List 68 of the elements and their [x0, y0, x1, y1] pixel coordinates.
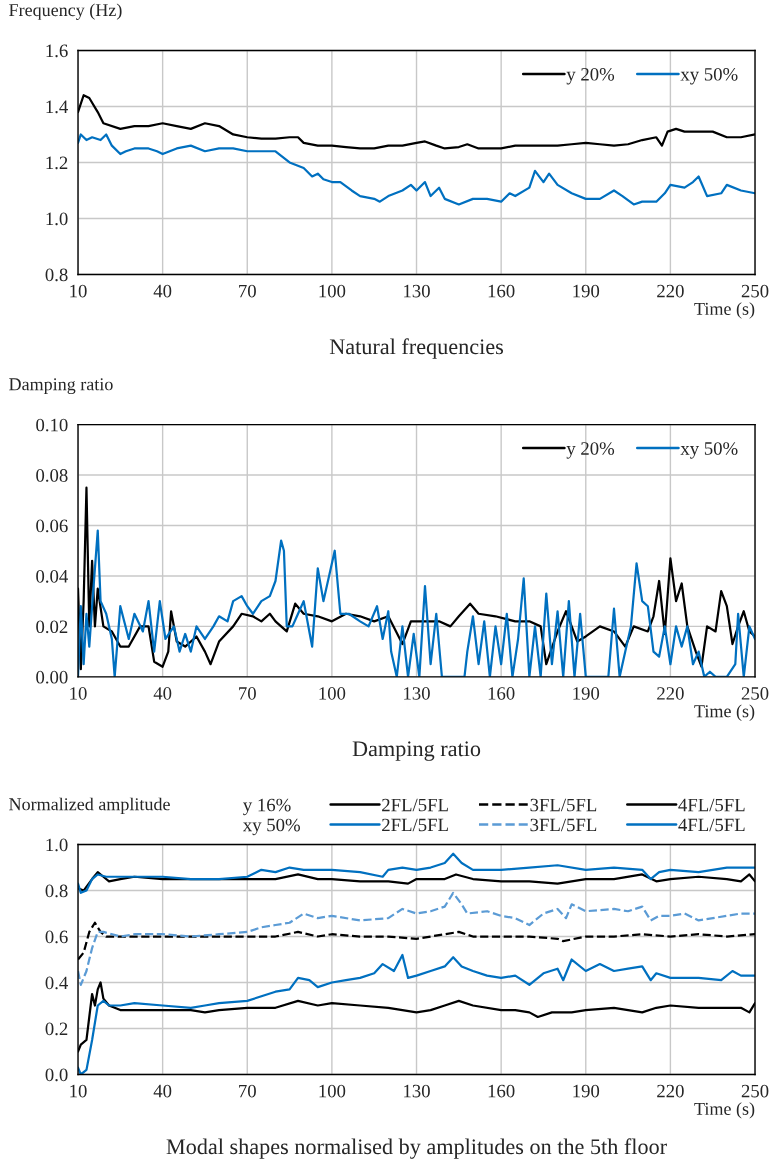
legend-label: y 20% — [566, 67, 615, 85]
y-tick-label: 0.10 — [36, 418, 68, 432]
legend-label: y 20% — [566, 442, 615, 459]
y-tick-label: 1.6 — [46, 44, 68, 58]
x-tick-label: 190 — [573, 1084, 600, 1098]
x-tick-label: 10 — [70, 284, 87, 298]
x-tick-label: 130 — [404, 687, 430, 700]
y-tick-label: 1.0 — [46, 212, 68, 226]
y-axis-title: Frequency (Hz) — [9, 3, 122, 20]
legend-label: 3FL/5FL — [530, 818, 597, 832]
text: Natural frequencies — [329, 338, 504, 359]
x-tick-label: 70 — [239, 1084, 256, 1098]
x-tick-label: 160 — [488, 1084, 515, 1098]
text: y 16% — [243, 798, 291, 816]
y-tick-label: 0.4 — [45, 976, 68, 990]
legend-label: xy 50% — [680, 442, 738, 459]
x-tick-label: 100 — [319, 284, 346, 298]
x-tick-label: 40 — [153, 687, 172, 700]
legend-label: 2FL/5FL — [382, 798, 448, 812]
y-tick-label: 1.2 — [46, 156, 68, 170]
x-tick-label: 190 — [573, 284, 600, 298]
x-tick-label: 190 — [573, 687, 600, 700]
x-tick-label: 40 — [153, 1084, 172, 1098]
legend-label: 2FL/5FL — [382, 818, 448, 832]
x-tick-label: 220 — [657, 284, 684, 298]
x-tick-label: 220 — [657, 687, 684, 700]
x-tick-label: 10 — [70, 1084, 87, 1098]
legend-label: 4FL/5FL — [678, 818, 745, 832]
legend-label: xy 50% — [680, 67, 738, 85]
y-tick-label: 0.08 — [36, 469, 68, 482]
x-axis-title: Time (s) — [694, 704, 755, 721]
y-tick-label: 0.06 — [36, 519, 68, 533]
x-tick-label: 160 — [488, 284, 515, 298]
y-tick-label: 0.8 — [45, 268, 68, 282]
y-tick-label: 0.6 — [45, 930, 68, 944]
y-tick-label: 0.8 — [45, 884, 68, 898]
y-tick-label: 0.0 — [45, 1068, 68, 1082]
line-series — [78, 852, 756, 894]
y-axis-title: Damping ratio — [9, 378, 113, 395]
x-tick-label: 130 — [404, 1084, 430, 1098]
x-tick-label: 250 — [741, 687, 769, 700]
x-axis-title: Time (s) — [694, 1102, 755, 1119]
y-tick-label: 0.2 — [45, 1022, 68, 1036]
x-tick-label: 100 — [319, 1084, 346, 1098]
legend-label: 3FL/5FL — [530, 798, 597, 812]
x-tick-label: 250 — [741, 1084, 769, 1098]
legend-label: 4FL/5FL — [678, 798, 745, 812]
x-tick-label: 100 — [319, 687, 346, 700]
text: xy 50% — [243, 818, 300, 836]
text: Damping ratio — [352, 741, 481, 761]
y-tick-label: 1.0 — [46, 838, 68, 852]
x-axis-title: Time (s) — [694, 302, 755, 319]
x-tick-label: 40 — [153, 284, 172, 298]
x-tick-label: 160 — [488, 687, 515, 700]
y-tick-label: 0.02 — [36, 620, 68, 634]
x-tick-label: 10 — [70, 687, 87, 700]
x-tick-label: 130 — [404, 284, 430, 298]
x-tick-label: 250 — [741, 284, 769, 298]
y-axis-title: Normalized amplitude — [9, 797, 170, 814]
x-tick-label: 220 — [657, 1084, 684, 1098]
y-tick-label: 0.04 — [36, 569, 68, 583]
text: Modal shapes normalised by amplitudes on the 5th floor — [166, 1138, 667, 1159]
y-tick-label: 0.00 — [36, 670, 68, 684]
line-series — [78, 891, 756, 986]
line-series — [78, 133, 756, 206]
x-tick-label: 70 — [239, 687, 256, 700]
y-tick-label: 1.4 — [46, 100, 68, 114]
x-tick-label: 70 — [239, 284, 256, 298]
